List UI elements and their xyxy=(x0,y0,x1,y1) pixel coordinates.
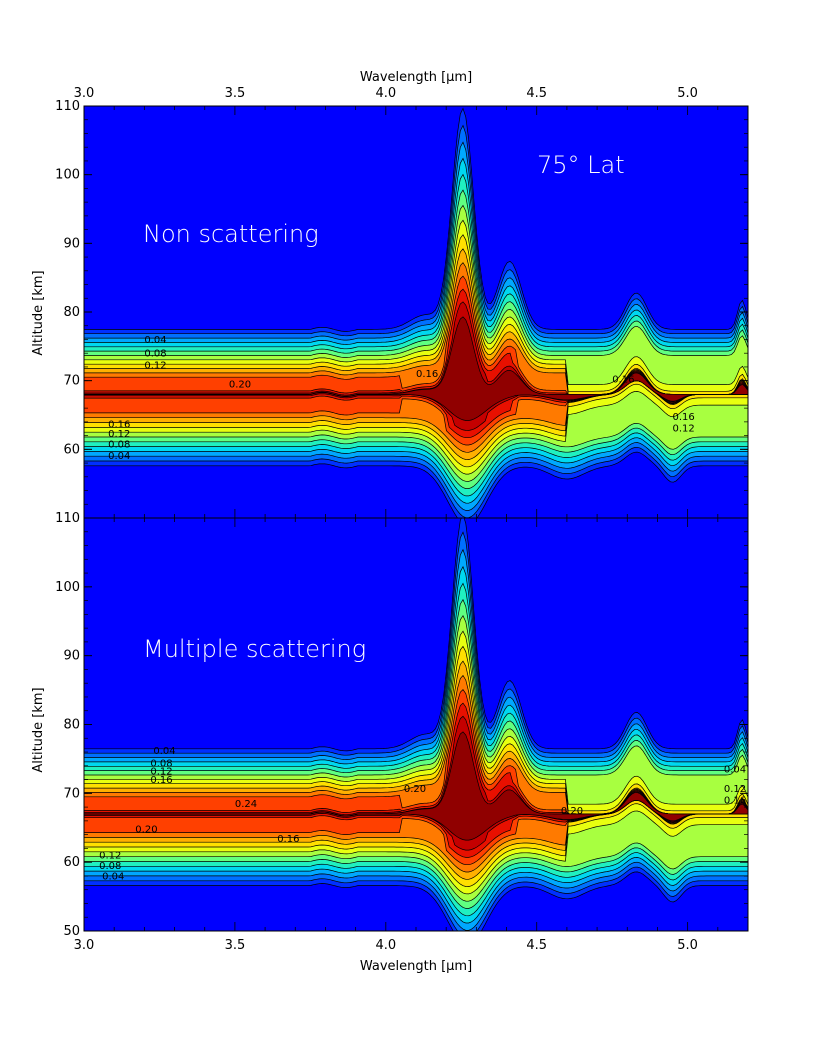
top-xaxis-title: Wavelength [μm] xyxy=(360,70,472,85)
bottom-xaxis-ticks: 3.0 3.5 4.0 4.5 5.0 xyxy=(74,938,698,953)
contour-value-label: 0.08 xyxy=(108,439,130,450)
contour-value-label: 0.08 xyxy=(144,349,166,360)
panel-non-scattering: 0.040.080.120.200.160.120.080.040.16 0.16… xyxy=(55,99,749,519)
contour-value-label: 0.16 xyxy=(724,796,746,807)
contour-band-15 xyxy=(84,731,748,841)
contour-value-label: 0.20 xyxy=(404,784,426,795)
contour-value-label: 0.16 xyxy=(150,775,172,786)
contour-value-label: 0.04 xyxy=(724,765,746,776)
ytick-label: 110 xyxy=(55,511,80,526)
panel-label-multiple-scattering: Multiple scattering xyxy=(143,635,366,663)
contour-value-label: 0.12 xyxy=(150,767,172,778)
xtick-label: 4.5 xyxy=(526,938,547,953)
contour-value-label: 0.24 xyxy=(235,799,257,810)
xtick-label: 3.0 xyxy=(74,938,95,953)
contour-value-label: 0.12 xyxy=(673,424,695,435)
contour-value-label: 0.20 xyxy=(561,806,583,817)
latitude-annotation: 75° Lat xyxy=(537,151,625,179)
contour-band-12 xyxy=(84,688,748,866)
ytick-label: 90 xyxy=(63,649,80,664)
contour-band-13 xyxy=(84,702,748,858)
top-yaxis-title: Altitude [km] xyxy=(31,270,46,355)
xtick-label: 3.0 xyxy=(74,86,95,101)
contour-value-label: 0.04 xyxy=(153,746,175,757)
ytick-label: 60 xyxy=(63,855,80,870)
xtick-label: 5.0 xyxy=(677,86,698,101)
contour-value-label: 0.12 xyxy=(108,429,130,440)
contour-value-label: 0.16 xyxy=(612,375,634,386)
contour-band-13 xyxy=(84,288,748,439)
xtick-label: 4.0 xyxy=(375,86,396,101)
ytick-label: 70 xyxy=(63,374,80,389)
bottom-yaxis-title: Altitude [km] xyxy=(31,687,46,772)
contour-value-label: 0.16 xyxy=(673,412,695,423)
contour-value-label: 0.16 xyxy=(277,834,299,845)
ytick-label: 60 xyxy=(63,442,80,457)
contour-area: 0.040.080.120.160.240.200.160.120.080.04… xyxy=(84,518,748,931)
xtick-label: 3.5 xyxy=(225,86,246,101)
contour-value-label: 0.20 xyxy=(135,825,157,836)
ytick-label: 110 xyxy=(55,99,80,114)
contour-value-label: 0.12 xyxy=(99,851,121,862)
contour-value-label: 0.16 xyxy=(108,419,130,430)
xtick-label: 4.0 xyxy=(375,938,396,953)
contour-area: 0.040.080.120.200.160.120.080.040.16 0.16… xyxy=(84,106,748,518)
ytick-label: 80 xyxy=(63,718,80,733)
contour-value-label: 0.16 xyxy=(416,369,438,380)
contour-value-label: 0.08 xyxy=(99,861,121,872)
xtick-label: 3.5 xyxy=(225,938,246,953)
contour-value-label: 0.04 xyxy=(102,871,124,882)
ytick-label: 100 xyxy=(55,168,80,183)
contour-band-15 xyxy=(84,316,748,421)
panel-multiple-scattering: 0.040.080.120.160.240.200.160.120.080.04… xyxy=(55,511,749,939)
ytick-label: 90 xyxy=(63,236,80,251)
panel-label-non-scattering: Non scattering xyxy=(143,220,319,248)
contour-band-12 xyxy=(84,275,748,446)
xtick-label: 4.5 xyxy=(526,86,547,101)
contour-value-label: 0.12 xyxy=(724,784,746,795)
bottom-xaxis-title: Wavelength [μm] xyxy=(360,959,472,974)
xtick-label: 5.0 xyxy=(677,938,698,953)
contour-value-label: 0.20 xyxy=(229,380,251,391)
ytick-label: 80 xyxy=(63,305,80,320)
ytick-label: 50 xyxy=(63,924,80,939)
yaxis-ticks: 50 60 70 80 90 100 110 xyxy=(55,511,749,939)
ytick-label: 70 xyxy=(63,786,80,801)
contour-value-label: 0.12 xyxy=(144,360,166,371)
yaxis-ticks: 60 70 80 90 100 110 xyxy=(55,99,749,519)
contour-value-label: 0.08 xyxy=(150,759,172,770)
ytick-label: 100 xyxy=(55,580,80,595)
contour-value-label: 0.04 xyxy=(108,451,130,462)
top-xaxis-ticks: 3.0 3.5 4.0 4.5 5.0 xyxy=(74,86,698,101)
contour-value-label: 0.04 xyxy=(144,335,166,346)
